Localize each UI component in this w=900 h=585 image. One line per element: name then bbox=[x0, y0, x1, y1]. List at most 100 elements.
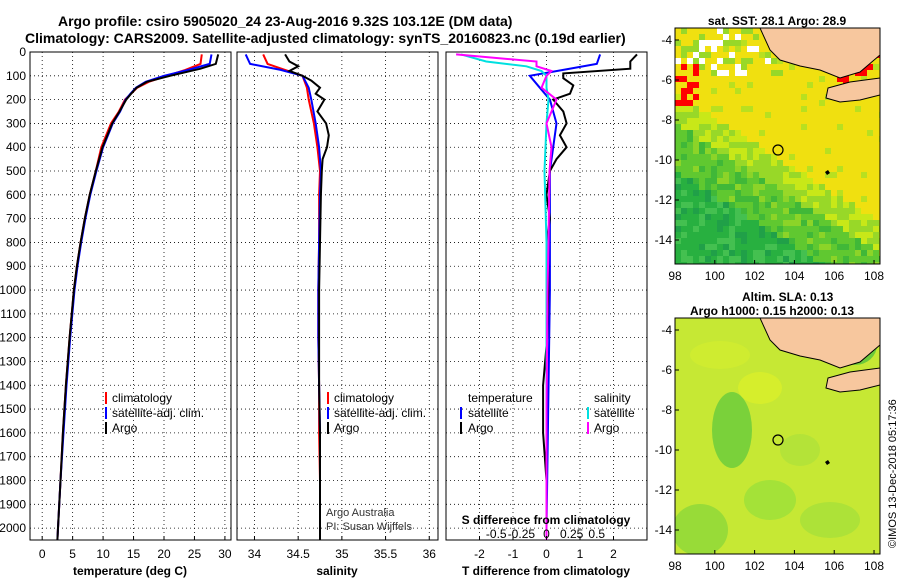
sst-cell bbox=[873, 214, 879, 220]
sst-cell bbox=[711, 106, 717, 112]
sst-cell bbox=[801, 214, 807, 220]
map-y-tick-label: -4 bbox=[661, 33, 672, 47]
sst-cell bbox=[861, 232, 867, 238]
sst-cell bbox=[813, 106, 819, 112]
sst-cell bbox=[753, 196, 759, 202]
sst-cell bbox=[825, 136, 831, 142]
sst-cell bbox=[711, 256, 717, 262]
sst-cell bbox=[723, 130, 729, 136]
sst-cell bbox=[783, 76, 789, 82]
sst-cell bbox=[705, 100, 711, 106]
sst-cell bbox=[837, 238, 843, 244]
sst-cell bbox=[675, 238, 681, 244]
depth-tick-label: 1700 bbox=[0, 450, 26, 464]
sst-cell bbox=[861, 244, 867, 250]
sst-cell bbox=[765, 226, 771, 232]
sst-cell bbox=[675, 256, 681, 262]
sst-cell bbox=[711, 178, 717, 184]
sst-cell bbox=[795, 124, 801, 130]
sst-cell bbox=[855, 256, 861, 262]
sst-cell bbox=[867, 124, 873, 130]
sst-cell bbox=[729, 28, 735, 34]
sst-cell bbox=[867, 142, 873, 148]
legend-header-temperature: temperature bbox=[468, 391, 533, 405]
sst-cell bbox=[735, 196, 741, 202]
sst-cell bbox=[831, 148, 837, 154]
sst-cell bbox=[717, 184, 723, 190]
sst-cell bbox=[837, 244, 843, 250]
sst-cell bbox=[699, 70, 705, 76]
sst-cell bbox=[717, 262, 723, 264]
sst-cell bbox=[759, 100, 765, 106]
sst-cell bbox=[699, 220, 705, 226]
sst-cell bbox=[771, 88, 777, 94]
sst-cell bbox=[837, 142, 843, 148]
sst-cell bbox=[693, 106, 699, 112]
sst-cell bbox=[723, 112, 729, 118]
sst-cell bbox=[801, 76, 807, 82]
sst-cell bbox=[681, 28, 687, 34]
sst-cell bbox=[861, 118, 867, 124]
sst-cell bbox=[729, 256, 735, 262]
sst-cell bbox=[771, 52, 777, 58]
sst-cell bbox=[705, 208, 711, 214]
sst-cell bbox=[753, 142, 759, 148]
sst-cell bbox=[873, 262, 879, 264]
sst-cell bbox=[699, 190, 705, 196]
sst-cell bbox=[843, 226, 849, 232]
sst-cell bbox=[723, 166, 729, 172]
sst-cell bbox=[783, 154, 789, 160]
sst-cell bbox=[819, 262, 825, 264]
sst-cell bbox=[825, 154, 831, 160]
sst-cell bbox=[693, 178, 699, 184]
sst-cell bbox=[753, 154, 759, 160]
sst-cell bbox=[753, 118, 759, 124]
sst-cell bbox=[777, 220, 783, 226]
sst-cell bbox=[735, 226, 741, 232]
sst-cell bbox=[717, 220, 723, 226]
sst-cell bbox=[765, 124, 771, 130]
sst-cell bbox=[849, 244, 855, 250]
map-y-tick-label: -14 bbox=[655, 523, 673, 537]
sst-cell bbox=[753, 124, 759, 130]
sst-cell bbox=[819, 184, 825, 190]
x-tick-label: 15 bbox=[127, 547, 141, 561]
sst-cell bbox=[789, 124, 795, 130]
sst-cell bbox=[741, 232, 747, 238]
sst-cell bbox=[843, 154, 849, 160]
sst-cell bbox=[819, 178, 825, 184]
sst-cell bbox=[747, 172, 753, 178]
sst-cell bbox=[675, 154, 681, 160]
sst-cell bbox=[801, 190, 807, 196]
sst-cell bbox=[855, 124, 861, 130]
sst-cell bbox=[867, 100, 873, 106]
sst-cell bbox=[693, 88, 699, 94]
sst-cell bbox=[855, 184, 861, 190]
sst-cell bbox=[717, 70, 723, 76]
depth-tick-label: 1500 bbox=[0, 402, 26, 416]
java-land-top bbox=[825, 77, 880, 103]
sst-cell bbox=[681, 76, 687, 82]
sst-cell bbox=[777, 238, 783, 244]
sst-cell bbox=[813, 166, 819, 172]
sst-cell bbox=[861, 130, 867, 136]
depth-tick-label: 200 bbox=[6, 93, 26, 107]
sst-cell bbox=[693, 100, 699, 106]
sst-cell bbox=[717, 118, 723, 124]
sst-cell bbox=[843, 142, 849, 148]
sst-cell bbox=[735, 82, 741, 88]
sst-cell bbox=[687, 112, 693, 118]
sst-cell bbox=[807, 70, 813, 76]
sst-cell bbox=[771, 106, 777, 112]
sst-cell bbox=[771, 196, 777, 202]
sst-cell bbox=[789, 136, 795, 142]
sst-cell bbox=[825, 208, 831, 214]
sst-cell bbox=[693, 184, 699, 190]
sst-cell bbox=[693, 262, 699, 264]
sst-cell bbox=[747, 94, 753, 100]
sst-cell bbox=[855, 196, 861, 202]
sst-cell bbox=[819, 214, 825, 220]
sst-cell bbox=[807, 208, 813, 214]
sst-cell bbox=[717, 88, 723, 94]
